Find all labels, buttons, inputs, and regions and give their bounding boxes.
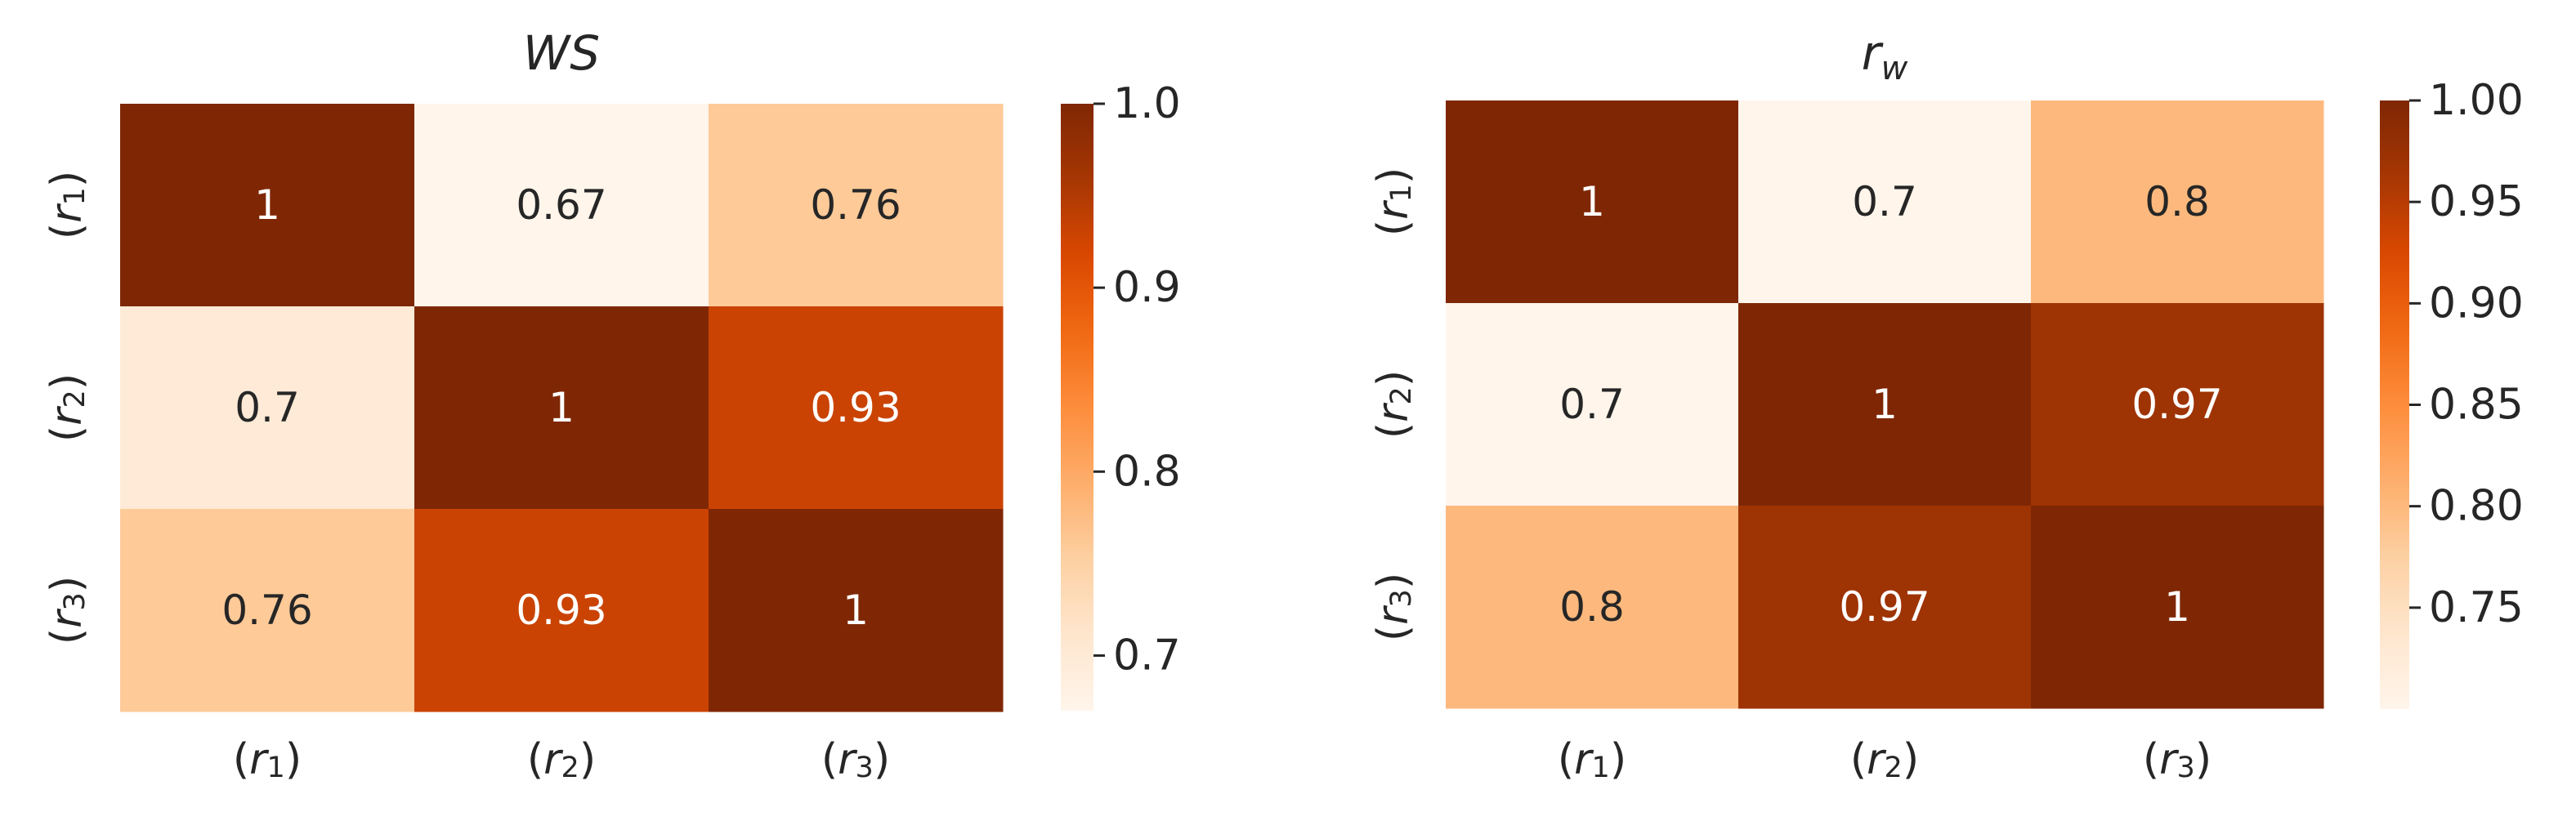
cell-value-label: 0.76 — [810, 181, 901, 229]
cell-value-label: 0.97 — [2131, 381, 2222, 428]
cell-value-label: 0.76 — [221, 587, 312, 634]
x-tick-label: (r3) — [2143, 735, 2212, 784]
heatmap-cell — [1446, 303, 1739, 506]
heatmap-cell — [1738, 100, 2032, 304]
chart-title: WS — [523, 25, 600, 81]
cell-value-label: 1 — [254, 181, 280, 229]
y-tick-label: (r1) — [1369, 167, 1418, 236]
heatmap-cell — [414, 104, 709, 307]
colorbar-tick-label: 0.80 — [2429, 482, 2524, 531]
heatmap-cell — [709, 306, 1004, 510]
x-tick-label: (r2) — [527, 735, 596, 784]
colorbar-tick-label: 0.90 — [2429, 279, 2524, 328]
colorbar-tick-label: 0.95 — [2429, 177, 2524, 226]
heatmap-cell — [1738, 303, 2032, 506]
x-tick-label: (r1) — [233, 735, 302, 784]
colorbar — [1061, 104, 1093, 711]
colorbar-tick-label: 0.75 — [2429, 583, 2524, 632]
colorbar-tick-label: 0.7 — [1113, 631, 1181, 680]
heatmap-cell — [709, 104, 1004, 307]
heatmap-cell — [1446, 506, 1739, 709]
colorbar-tick-label: 0.9 — [1113, 263, 1181, 312]
heatmap-cell — [2031, 100, 2324, 304]
x-tick-label: (r2) — [1850, 735, 1919, 784]
heatmap-cell — [2031, 506, 2324, 709]
y-tick-label: (r3) — [42, 576, 92, 645]
cell-value-label: 0.67 — [516, 181, 606, 229]
heatmap-cell — [414, 306, 709, 510]
cell-value-label: 1 — [843, 587, 869, 634]
cell-value-label: 0.93 — [516, 587, 606, 634]
cell-value-label: 0.7 — [235, 384, 300, 431]
cell-value-label: 0.93 — [810, 384, 901, 431]
y-tick-label: (r2) — [42, 373, 92, 442]
colorbar-tick-label: 1.0 — [1113, 79, 1181, 128]
heatmap-panel-2: rw 1 0.7 0.8 0.7 1 0.97 0.8 0.97 1 (r1) (r2) (r3) (r1… — [1369, 25, 2524, 784]
heatmap-panel-1: WS 1 0.67 0.76 0.7 1 0.93 0.76 0.93 1 (r1) (r2) (r3)… — [42, 25, 1181, 784]
x-tick-label: (r3) — [821, 735, 890, 784]
y-tick-label: (r2) — [1369, 370, 1418, 439]
x-tick-label: (r1) — [1558, 735, 1626, 784]
cell-value-label: 0.97 — [1839, 583, 1930, 631]
cell-value-label: 0.8 — [1559, 583, 1625, 631]
colorbar-tick-label: 0.8 — [1113, 447, 1181, 496]
chart-title: rw — [1862, 25, 1908, 87]
cell-value-label: 1 — [2164, 583, 2190, 631]
y-tick-label: (r3) — [1369, 573, 1418, 641]
heatmap-cell — [120, 509, 415, 712]
colorbar — [2380, 100, 2409, 709]
cell-value-label: 1 — [548, 384, 575, 431]
cell-value-label: 1 — [1579, 178, 1605, 225]
cell-value-label: 0.8 — [2144, 178, 2210, 225]
heatmap-cell — [1738, 506, 2032, 709]
heatmap-cell — [414, 509, 709, 712]
cell-value-label: 1 — [1872, 381, 1898, 428]
cell-value-label: 0.7 — [1852, 178, 1917, 225]
colorbar-tick-label: 0.85 — [2429, 381, 2524, 430]
heatmap-cell — [709, 509, 1004, 712]
heatmap-cell — [120, 306, 415, 510]
heatmap-cell — [2031, 303, 2324, 506]
heatmap-cell — [1446, 100, 1739, 304]
y-tick-label: (r1) — [42, 171, 92, 239]
heatmap-cell — [120, 104, 415, 307]
cell-value-label: 0.7 — [1559, 381, 1625, 428]
colorbar-tick-label: 1.00 — [2429, 76, 2524, 125]
